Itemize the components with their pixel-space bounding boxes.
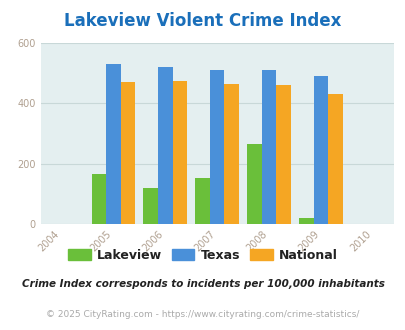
Bar — [276, 85, 290, 224]
Bar — [247, 144, 261, 224]
Bar — [261, 70, 276, 224]
Text: Crime Index corresponds to incidents per 100,000 inhabitants: Crime Index corresponds to incidents per… — [21, 279, 384, 289]
Bar — [313, 76, 328, 224]
Bar — [298, 218, 313, 224]
Bar — [158, 67, 172, 224]
Bar — [106, 64, 120, 224]
Bar — [328, 94, 342, 224]
Bar — [209, 70, 224, 224]
Bar — [120, 82, 135, 224]
Text: © 2025 CityRating.com - https://www.cityrating.com/crime-statistics/: © 2025 CityRating.com - https://www.city… — [46, 310, 359, 319]
Bar — [91, 175, 106, 224]
Bar — [195, 178, 209, 224]
Bar — [224, 84, 239, 224]
Text: Lakeview Violent Crime Index: Lakeview Violent Crime Index — [64, 13, 341, 30]
Bar — [143, 188, 158, 224]
Legend: Lakeview, Texas, National: Lakeview, Texas, National — [63, 244, 342, 267]
Bar — [172, 81, 187, 224]
